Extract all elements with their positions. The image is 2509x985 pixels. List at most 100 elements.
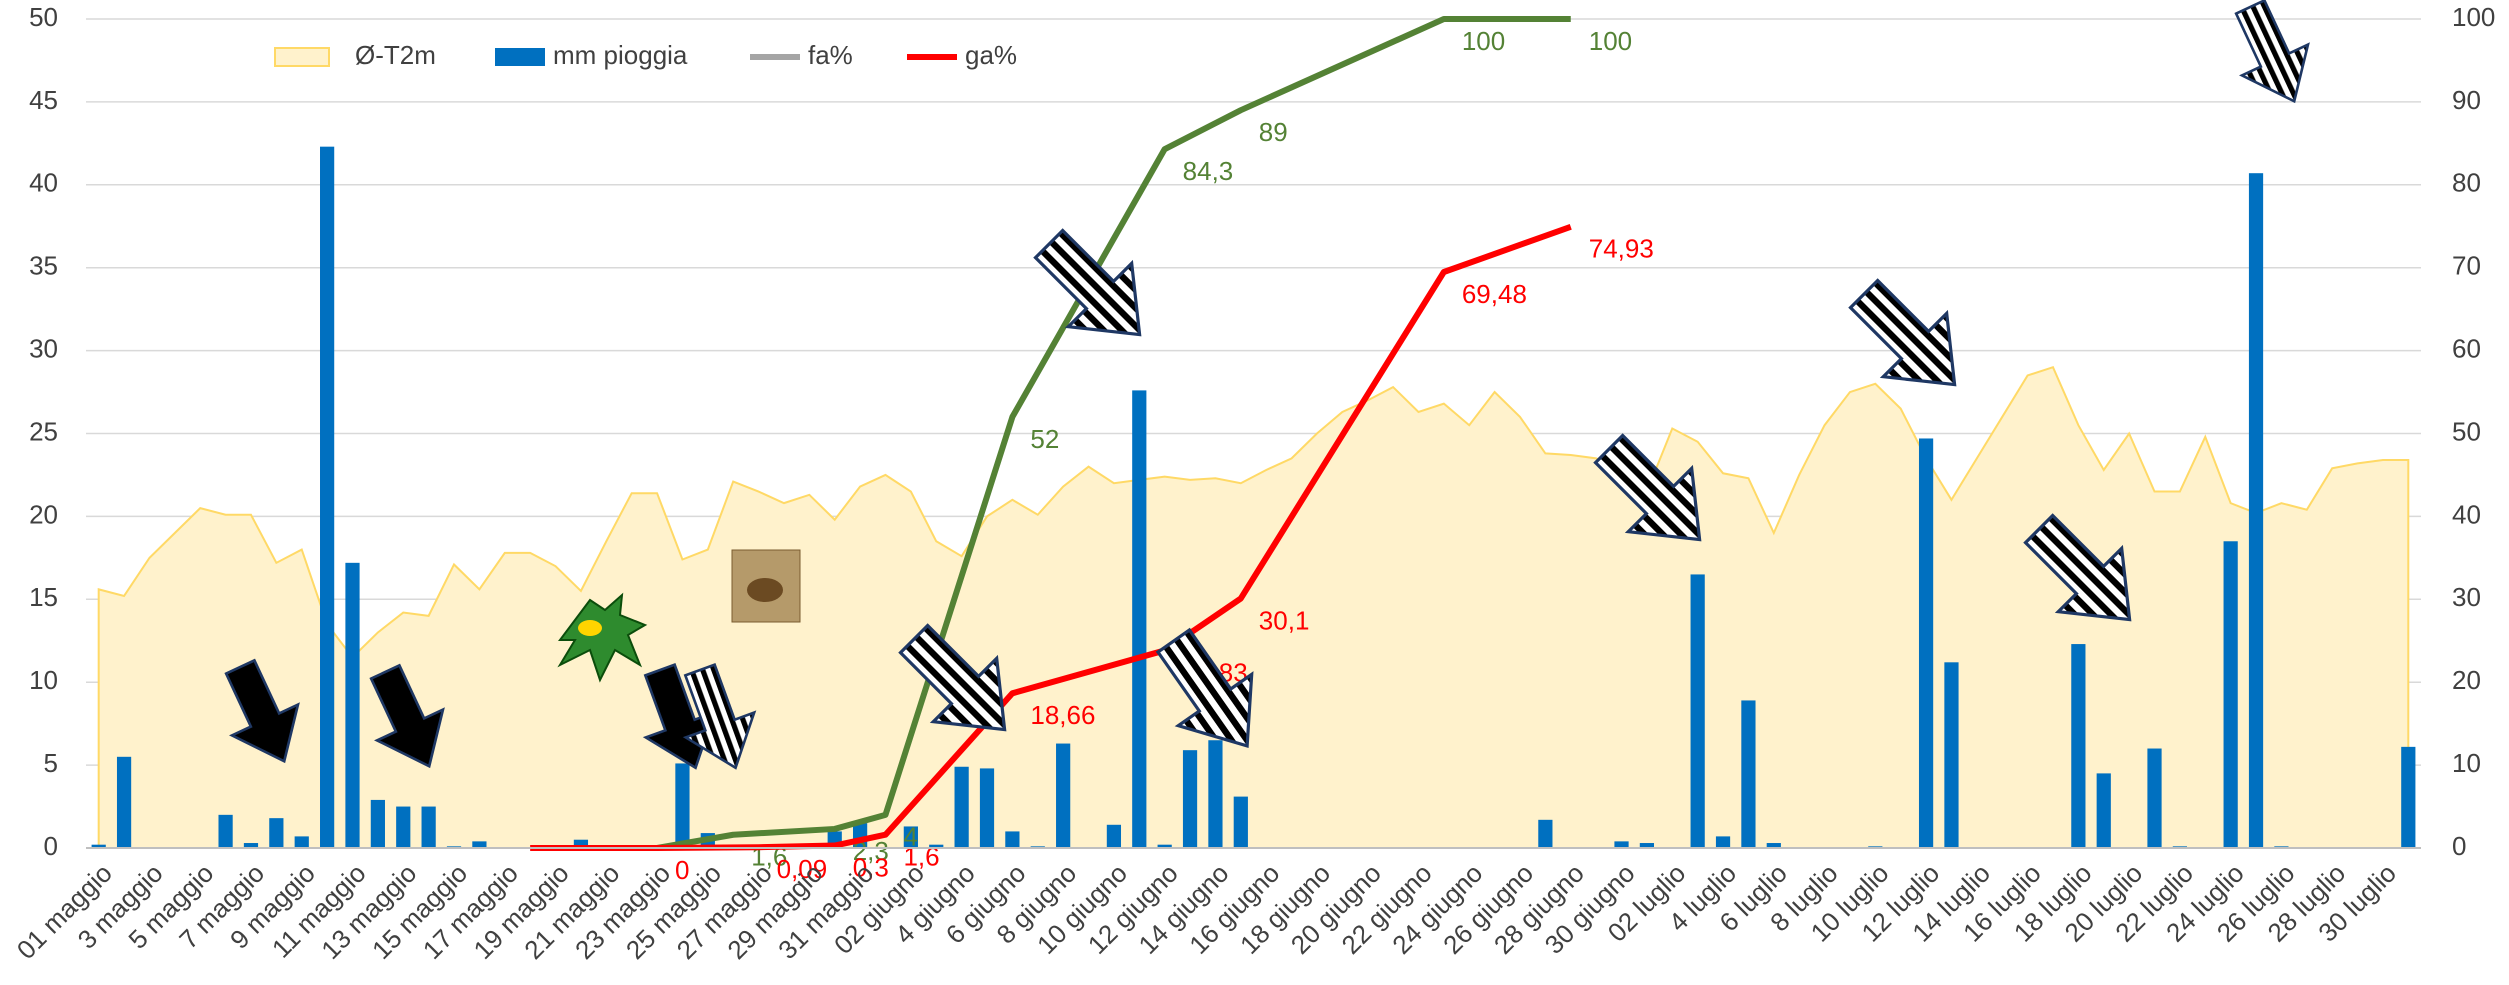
legend-swatch bbox=[274, 47, 330, 67]
bar bbox=[116, 756, 132, 848]
bar bbox=[2071, 644, 2086, 848]
y2-tick-label: 30 bbox=[2452, 582, 2481, 612]
bar bbox=[1132, 390, 1147, 848]
y-tick-label: 45 bbox=[29, 85, 58, 115]
arrow-icon bbox=[2023, 513, 2132, 622]
data-label: 69,48 bbox=[1462, 279, 1527, 309]
bar bbox=[1741, 700, 1756, 848]
bar bbox=[573, 839, 589, 848]
y-tick-label: 35 bbox=[29, 251, 58, 281]
bar bbox=[1182, 750, 1198, 848]
bar bbox=[2401, 746, 2416, 848]
bar bbox=[320, 146, 335, 848]
leaf-dot bbox=[578, 620, 602, 636]
legend-label: mm pioggia bbox=[553, 40, 688, 70]
legend-label: ga% bbox=[965, 40, 1017, 70]
data-label: 89 bbox=[1259, 117, 1288, 147]
data-label: 0,3 bbox=[853, 852, 889, 882]
arrow-icon bbox=[224, 658, 300, 764]
bar bbox=[1918, 438, 1934, 848]
bar bbox=[218, 814, 233, 848]
bar bbox=[1690, 574, 1705, 848]
bar bbox=[1157, 844, 1172, 848]
data-label: 84,3 bbox=[1183, 156, 1234, 186]
data-label: 30,1 bbox=[1259, 605, 1310, 635]
arrow-icon bbox=[1155, 627, 1254, 748]
data-label: 18,66 bbox=[1030, 700, 1095, 730]
bar bbox=[294, 836, 309, 848]
data-label: 100 bbox=[1589, 26, 1632, 56]
arrow-icon bbox=[1033, 228, 1142, 337]
y2-tick-label: 70 bbox=[2452, 251, 2481, 281]
y2-tick-label: 0 bbox=[2452, 831, 2466, 861]
bar bbox=[1056, 743, 1071, 848]
bar bbox=[421, 806, 436, 848]
bar bbox=[370, 799, 385, 848]
arrow-icon bbox=[2234, 0, 2310, 104]
bar bbox=[1766, 843, 1781, 848]
legend-label: fa% bbox=[808, 40, 853, 70]
annotation-icons bbox=[224, 0, 2310, 770]
arrow-icon bbox=[682, 663, 757, 770]
y2-tick-label: 90 bbox=[2452, 85, 2481, 115]
arrow-icon bbox=[1848, 278, 1957, 387]
arrow-icon bbox=[369, 663, 445, 769]
bar bbox=[1944, 662, 1959, 848]
bar bbox=[1106, 824, 1122, 848]
bar bbox=[2223, 541, 2238, 848]
arrow-icon bbox=[898, 623, 1007, 732]
bar bbox=[903, 826, 918, 848]
bar bbox=[2096, 773, 2111, 848]
y-tick-label: 5 bbox=[44, 748, 58, 778]
y-tick-label: 20 bbox=[29, 499, 58, 529]
legend-label: Ø-T2m bbox=[355, 40, 436, 70]
y-tick-label: 10 bbox=[29, 665, 58, 695]
bar bbox=[1005, 831, 1020, 848]
bar bbox=[979, 768, 995, 848]
bar bbox=[1208, 740, 1223, 848]
line bbox=[656, 16, 1571, 851]
bar bbox=[1614, 841, 1629, 848]
bar bbox=[1639, 843, 1655, 848]
legend-swatch bbox=[495, 48, 545, 66]
arrow-icon bbox=[1593, 433, 1702, 542]
bar bbox=[91, 844, 106, 848]
y2-tick-label: 50 bbox=[2452, 416, 2481, 446]
data-label: 0,09 bbox=[777, 854, 828, 884]
y-tick-label: 50 bbox=[29, 2, 58, 32]
bar bbox=[243, 843, 259, 848]
data-label: 100 bbox=[1462, 26, 1505, 56]
bar bbox=[396, 806, 411, 848]
data-label: 4 bbox=[903, 822, 917, 852]
y2-tick-label: 100 bbox=[2452, 2, 2495, 32]
y-tick-label: 25 bbox=[29, 416, 58, 446]
y2-tick-label: 60 bbox=[2452, 333, 2481, 363]
data-label: 0 bbox=[675, 855, 689, 885]
y-tick-label: 40 bbox=[29, 168, 58, 198]
bar bbox=[675, 763, 690, 848]
y-tick-label: 15 bbox=[29, 582, 58, 612]
bar bbox=[345, 562, 360, 848]
bar bbox=[1715, 836, 1731, 848]
y-tick-label: 30 bbox=[29, 333, 58, 363]
photo-detail bbox=[747, 578, 783, 602]
y2-tick-label: 20 bbox=[2452, 665, 2481, 695]
bar bbox=[1538, 819, 1553, 848]
bar bbox=[472, 841, 487, 848]
bar bbox=[2147, 748, 2162, 848]
bar bbox=[929, 844, 944, 848]
y2-tick-label: 40 bbox=[2452, 499, 2481, 529]
y2-tick-label: 80 bbox=[2452, 168, 2481, 198]
bar bbox=[2248, 173, 2264, 849]
data-label: 52 bbox=[1030, 424, 1059, 454]
bar bbox=[269, 818, 284, 848]
bar bbox=[954, 766, 969, 848]
bar bbox=[1233, 796, 1248, 848]
y2-tick-label: 10 bbox=[2452, 748, 2481, 778]
leaf-icon bbox=[557, 592, 648, 683]
data-label: 74,93 bbox=[1589, 234, 1654, 264]
data-label: 1,6 bbox=[903, 842, 939, 872]
y-tick-label: 0 bbox=[44, 831, 58, 861]
